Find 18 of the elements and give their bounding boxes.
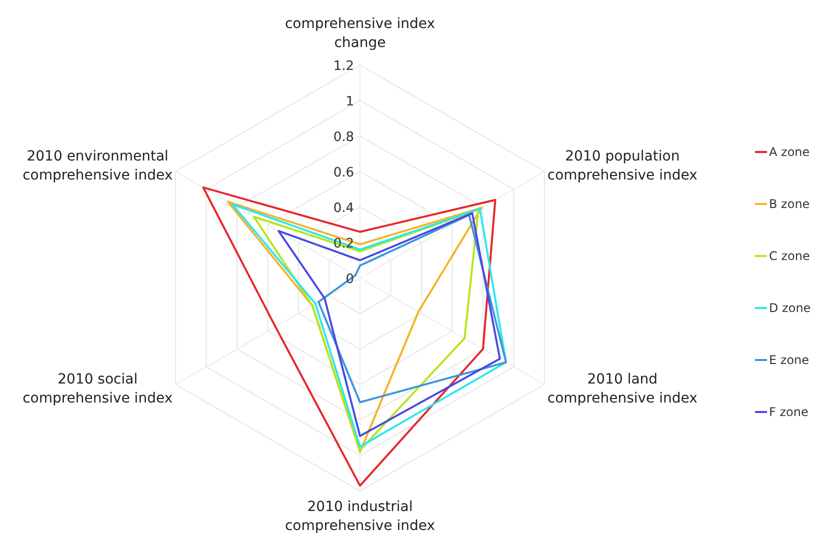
y-tick-label: 1 bbox=[346, 94, 354, 110]
spoke-label: 2010 population comprehensive index bbox=[547, 148, 698, 184]
y-tick-label: 0.8 bbox=[333, 130, 354, 145]
spoke-label: 2010 industrial comprehensive index bbox=[284, 499, 436, 534]
legend-label: E zone bbox=[769, 353, 810, 367]
spoke-label: 2010 social comprehensive index bbox=[22, 372, 173, 406]
spoke-label: comprehensive index change bbox=[284, 16, 436, 51]
spoke-label: 2010 environmental comprehensive index bbox=[22, 148, 173, 184]
legend-label: C zone bbox=[769, 249, 810, 263]
y-tick-label: 0.6 bbox=[333, 166, 354, 180]
spoke-label: 2010 land comprehensive index bbox=[547, 372, 698, 406]
legend-label: F zone bbox=[769, 405, 808, 419]
y-tick-label: 0.2 bbox=[333, 236, 354, 252]
legend-label: D zone bbox=[769, 301, 811, 315]
y-tick-label: 0.4 bbox=[333, 201, 354, 216]
legend-label: B zone bbox=[769, 197, 810, 211]
y-tick-label: 1.2 bbox=[333, 59, 354, 74]
legend-label: A zone bbox=[769, 145, 810, 159]
